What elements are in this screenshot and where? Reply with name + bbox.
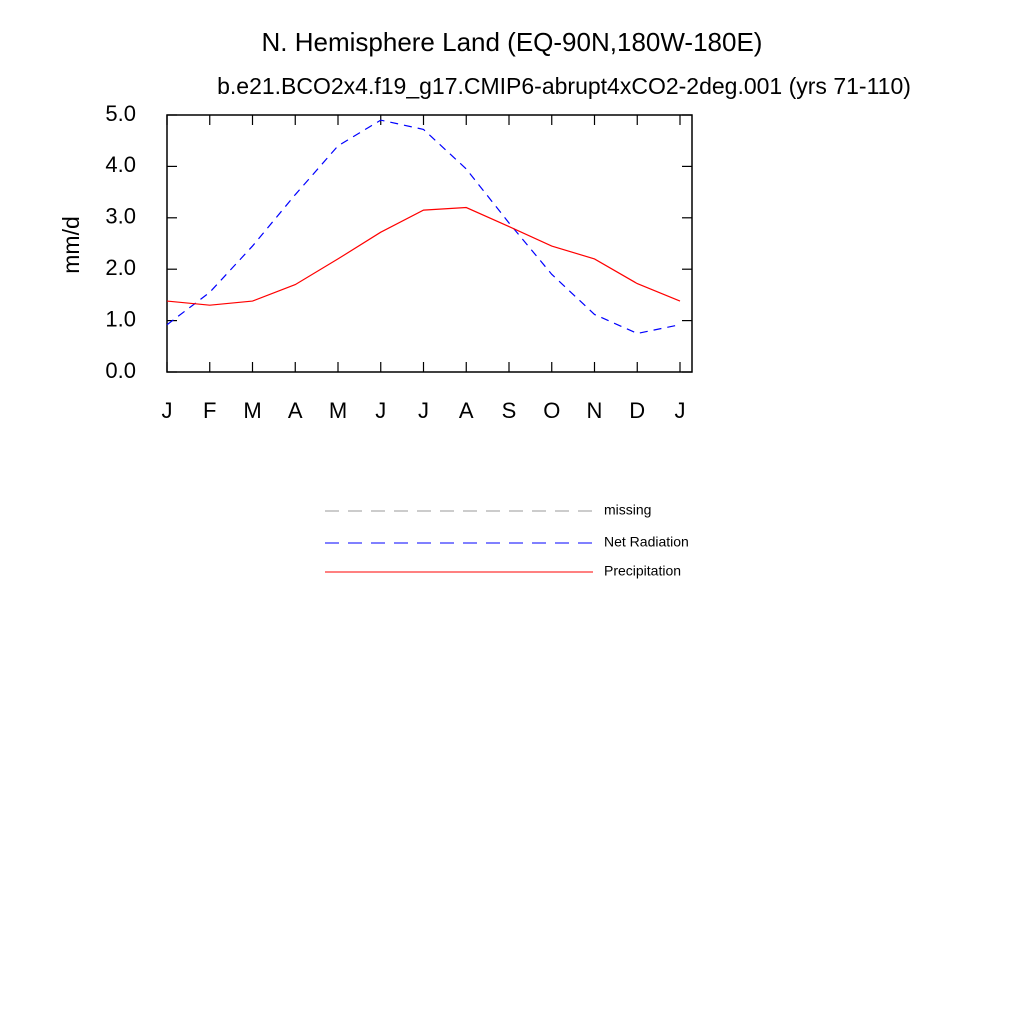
x-tick-label: A — [288, 398, 303, 423]
x-tick-label: J — [418, 398, 429, 423]
x-tick-label: J — [162, 398, 173, 423]
x-tick-label: A — [459, 398, 474, 423]
series-line — [166, 206, 681, 306]
x-tick-label: J — [675, 398, 686, 423]
y-tick-label: 3.0 — [105, 204, 136, 229]
x-tick-label: M — [329, 398, 347, 423]
legend-label: missing — [604, 502, 651, 518]
y-tick-label: 4.0 — [105, 152, 136, 177]
x-tick-label: S — [502, 398, 517, 423]
x-tick-label: F — [203, 398, 216, 423]
y-tick-label: 2.0 — [105, 255, 136, 280]
series-line — [166, 119, 681, 335]
y-axis-label: mm/d — [58, 216, 84, 274]
x-tick-label: J — [375, 398, 386, 423]
x-tick-label: O — [543, 398, 560, 423]
chart-subtitle: b.e21.BCO2x4.f19_g17.CMIP6-abrupt4xCO2-2… — [217, 73, 911, 99]
y-tick-label: 5.0 — [105, 101, 136, 126]
x-tick-label: M — [243, 398, 261, 423]
x-tick-label: N — [587, 398, 603, 423]
legend-label: Precipitation — [604, 563, 681, 579]
y-tick-label: 1.0 — [105, 306, 136, 331]
y-tick-label: 0.0 — [105, 358, 136, 383]
legend-label: Net Radiation — [604, 534, 689, 550]
x-tick-label: D — [629, 398, 645, 423]
plot-frame — [166, 114, 693, 373]
chart-title: N. Hemisphere Land (EQ-90N,180W-180E) — [262, 27, 763, 57]
